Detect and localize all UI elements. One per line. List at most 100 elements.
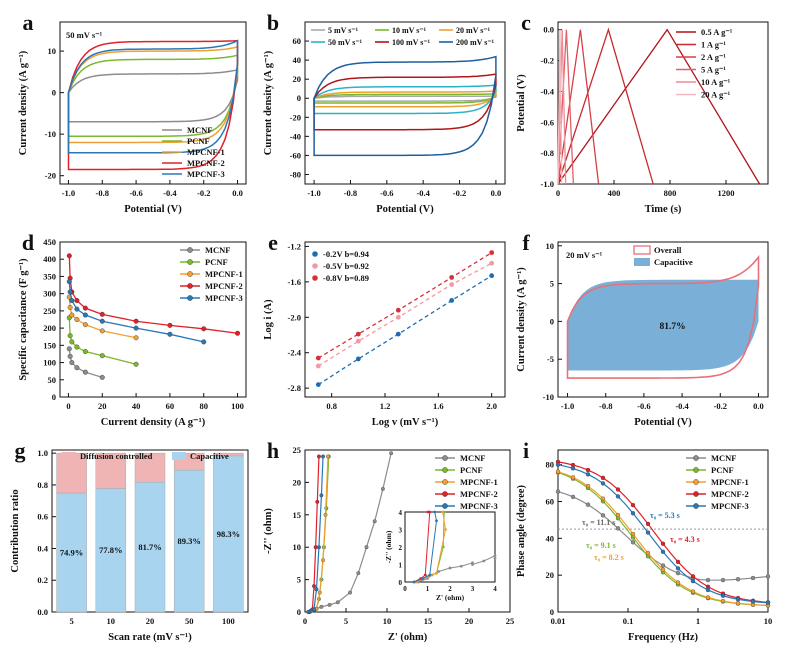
legend-entry: PCNF [187,136,210,146]
data-point [67,353,73,359]
legend-marker [312,275,318,281]
legend-entry: Capacitive [190,451,229,461]
data-point [99,311,105,317]
diffusion-bar [95,452,127,489]
y-tick-label: 20 [293,477,302,487]
y-tick-label: 350 [43,271,56,281]
x-tick-label: 1.6 [433,401,444,411]
y-tick-label: 0.4 [37,543,48,553]
data-point [201,326,207,332]
y-tick-label: -10 [543,392,554,402]
nyquist-line-PCNF [308,456,330,613]
data-point [395,331,401,337]
data-point [720,577,726,583]
panel-d: d Current density (A g⁻¹) Specific capacit… [18,230,247,428]
y-tick-label: 200 [43,323,56,333]
panel-f: f Potential (V) Current density (A g⁻¹) -1.… [516,230,769,428]
capacitive-bar [213,455,244,613]
y-axis-label: Phase angle (degree) [516,485,527,577]
x-tick-label: 0.1 [623,616,634,626]
legend-marker [442,467,448,473]
x-tick-label: 10 [383,616,392,626]
y-tick-label: -1.0 [541,179,554,189]
x-tick-label: 10 [764,616,773,626]
data-point [201,339,207,345]
tau-annotation: τ₀ = 9.1 s [586,541,616,550]
data-point [585,472,591,477]
data-point [630,511,636,516]
cv-curve [313,95,497,102]
data-point [645,521,651,527]
x-tick-label: 1.2 [380,401,391,411]
data-point [82,349,88,355]
plot-frame [557,21,769,185]
inset-point [448,566,452,570]
x-axis-label: Potential (V) [376,204,434,215]
data-point [67,289,73,295]
y-tick-label: -1.2 [288,241,301,251]
legend-marker [693,467,699,473]
y-tick-label: 0 [297,607,301,617]
y-tick-label: -20 [290,112,301,122]
x-axis-label: Current density (A g⁻¹) [101,417,206,428]
inset-point [421,577,425,580]
data-point [74,306,80,312]
legend-entry: 5 mV s⁻¹ [328,26,359,35]
y-tick-label: 80 [546,460,555,470]
tau-annotation: τ₀ = 5.3 s [650,511,680,520]
y-tick-label: 450 [43,237,56,247]
capacitive-bar [134,481,166,613]
data-point [630,540,636,545]
legend-marker [312,263,318,269]
legend-entry: MPCNF-3 [711,501,749,511]
data-point [323,512,328,517]
y-tick-label: 0 [550,607,554,617]
cv-curve [313,90,497,108]
rate-line-MPCNF-2 [68,255,238,334]
data-point [765,600,771,605]
x-tick-label: 0 [556,188,560,198]
data-point [82,322,88,328]
data-point [335,600,340,605]
y-axis-label: Specific capacitance (F g⁻¹) [18,258,29,381]
data-point [313,545,318,550]
x-tick-label: 100 [231,401,244,411]
y-tick-label: 250 [43,306,56,316]
data-point [355,338,361,344]
data-point [585,502,591,507]
inset-point [441,510,445,514]
y-tick-label: 5 [550,279,554,289]
y-tick-label: 40 [546,533,555,543]
legend-entry: MCNF [187,125,213,135]
x-tick-label: 0.0 [491,188,502,198]
data-point [645,550,651,556]
data-point [585,467,591,473]
inset-y-tick-label: 2 [399,544,403,552]
data-point [630,502,636,508]
data-point [99,328,105,334]
y-tick-label: 60 [546,497,555,507]
y-tick-label: 0 [297,93,301,103]
data-point [615,487,621,492]
data-point [315,382,321,387]
y-tick-label: -10 [45,129,56,139]
data-point [364,545,369,550]
cv-curve [313,73,497,131]
x-tick-label: 0.0 [232,188,243,198]
panel-letter: i [523,438,529,463]
panel-letter: a [23,10,34,35]
data-point [82,305,88,311]
legend-entry: MPCNF-2 [205,281,243,291]
y-axis-label: Current density (A g⁻¹) [516,267,527,372]
x-tick-label: -0.4 [163,188,177,198]
x-tick-label: 15 [424,616,433,626]
data-point [99,353,105,359]
data-point [356,571,361,576]
data-point [600,496,606,501]
inset-point [428,573,432,577]
data-point [675,570,681,576]
data-point [615,512,621,518]
data-point [66,346,72,352]
y-tick-label: 5 [297,575,301,585]
gcd-curve [557,29,563,185]
